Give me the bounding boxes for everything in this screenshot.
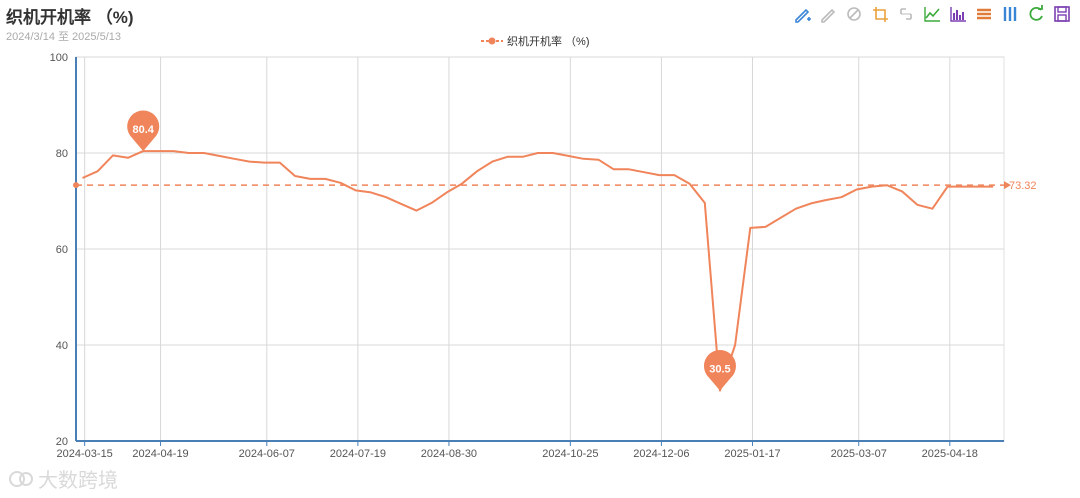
line-chart-icon [924, 7, 940, 22]
bar-chart-button[interactable] [948, 4, 968, 24]
line-chart-button[interactable] [922, 4, 942, 24]
x-tick-label: 2024-07-19 [330, 448, 386, 460]
crop-button[interactable] [870, 4, 890, 24]
legend-label: 织机开机率 （%) [507, 36, 590, 48]
bar-chart-icon [950, 7, 966, 22]
refresh-icon [1029, 5, 1043, 21]
series-line [82, 150, 994, 392]
x-tick-label: 2025-01-17 [724, 448, 780, 460]
average-line-start [73, 182, 79, 189]
watermark: 大数跨境 [8, 464, 118, 493]
refresh-button[interactable] [1026, 4, 1046, 24]
chart-date-range: 2024/3/14 至 2025/5/13 [6, 31, 121, 43]
save-button[interactable] [1052, 4, 1072, 24]
y-tick-label: 80 [56, 148, 68, 160]
tiled-button[interactable] [1000, 4, 1020, 24]
x-tick-label: 2024-03-15 [57, 448, 113, 460]
mark-line-button[interactable] [792, 4, 812, 24]
save-icon [1054, 6, 1070, 22]
x-tick-label: 2024-06-07 [239, 448, 295, 460]
x-tick-label: 2025-03-07 [831, 448, 887, 460]
y-tick-label: 20 [56, 436, 68, 448]
legend-line-icon [481, 37, 503, 45]
tiled-icon [1003, 7, 1017, 21]
mark-line-icon [795, 8, 811, 23]
stack-icon [977, 8, 991, 20]
x-tick-label: 2024-10-25 [542, 448, 598, 460]
x-tick-label: 2024-08-30 [421, 448, 477, 460]
y-tick-label: 40 [56, 340, 68, 352]
y-tick-label: 60 [56, 244, 68, 256]
mark-point-min [703, 349, 736, 391]
eraser-icon [821, 8, 836, 23]
y-tick-label: 100 [50, 52, 68, 64]
stack-button[interactable] [974, 4, 994, 24]
chart-title: 织机开机率 （%) [6, 8, 134, 27]
mark-point-min-label: 30.5 [709, 364, 730, 376]
zoom-reset-button[interactable] [896, 4, 916, 24]
zoom-reset-icon [900, 8, 912, 20]
watermark-logo-icon [9, 470, 33, 487]
clear-icon [847, 7, 861, 21]
clear-button[interactable] [844, 4, 864, 24]
watermark-text: 大数跨境 [38, 470, 118, 492]
x-tick-label: 2024-12-06 [633, 448, 689, 460]
crop-icon [873, 7, 888, 22]
mark-point-max [127, 110, 160, 152]
average-line-arrow [1004, 181, 1011, 190]
eraser-button[interactable] [818, 4, 838, 24]
x-tick-label: 2025-04-18 [922, 448, 978, 460]
x-tick-label: 2024-04-19 [132, 448, 188, 460]
chart-toolbar [792, 4, 1072, 24]
legend-item[interactable]: 织机开机率 （%) [481, 33, 590, 49]
average-line-label: 73.32 [1009, 180, 1037, 192]
mark-point-max-label: 80.4 [133, 124, 155, 136]
